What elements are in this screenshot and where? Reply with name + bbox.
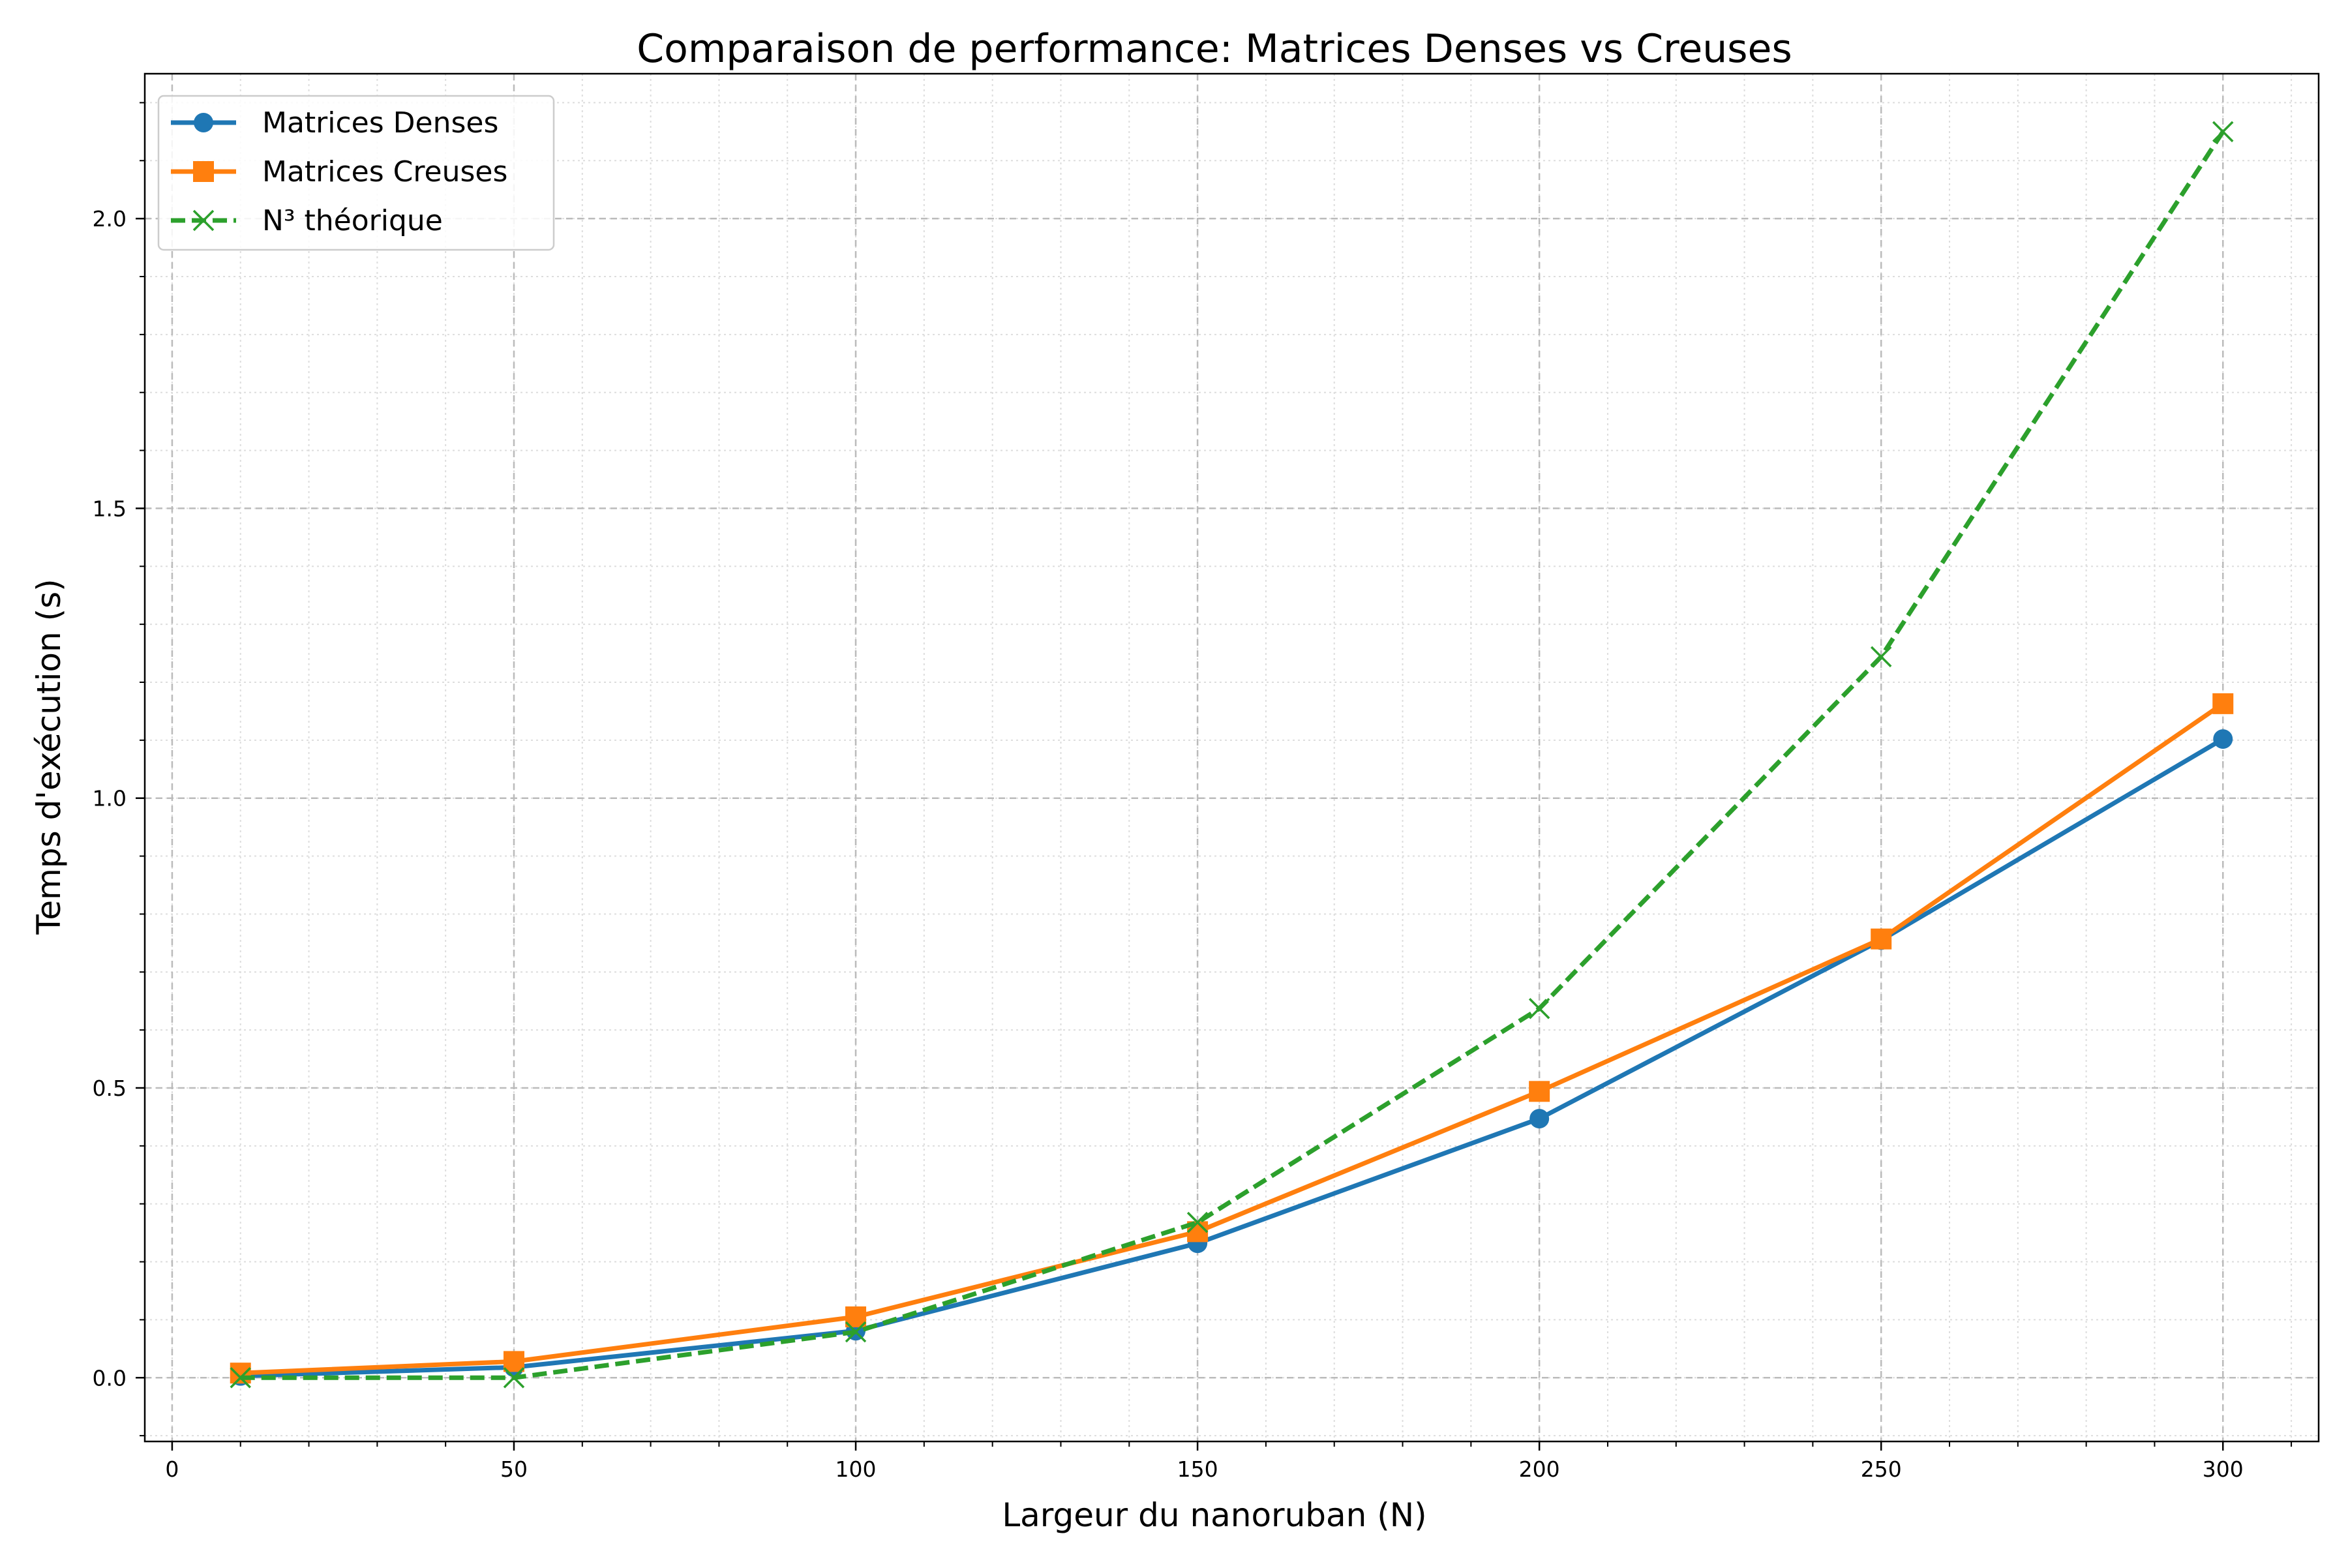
- x-tick-label: 0: [165, 1456, 179, 1482]
- chart-title: Comparaison de performance: Matrices Den…: [637, 26, 1792, 72]
- x-tick-label: 300: [2203, 1456, 2244, 1482]
- legend-marker: [192, 209, 215, 232]
- data-point: [1528, 998, 1550, 1019]
- x-tick-label: 200: [1519, 1456, 1560, 1482]
- legend-marker: [194, 113, 213, 132]
- data-point: [845, 1321, 867, 1343]
- legend-label: N³ théorique: [262, 204, 443, 237]
- x-tick-label: 250: [1861, 1456, 1902, 1482]
- legend-entry-n-th-orique: N³ théorique: [171, 204, 443, 237]
- data-point: [230, 1367, 251, 1389]
- y-tick-label: 0.5: [93, 1076, 127, 1101]
- data-point: [2213, 729, 2233, 749]
- y-tick-label: 1.5: [93, 496, 127, 521]
- legend-box: [157, 95, 555, 251]
- legend-label: Matrices Creuses: [262, 155, 507, 188]
- y-axis-label: Temps d'exécution (s): [30, 579, 68, 935]
- series-matrices-creuses: [230, 693, 2234, 1384]
- data-point: [230, 1363, 251, 1384]
- data-point: [1529, 1109, 1550, 1129]
- series-n-th-orique: [230, 121, 2234, 1389]
- y-tick-label: 2.0: [93, 206, 127, 232]
- data-point: [1870, 646, 1892, 668]
- x-tick-label: 50: [500, 1456, 528, 1482]
- data-point: [503, 1351, 524, 1372]
- y-tick-label: 0.0: [93, 1365, 127, 1391]
- legend-entries: Matrices Denses Matrices Creuses N³ théori…: [171, 106, 507, 237]
- major-grid: [145, 74, 2319, 1441]
- legend-entry-matrices-creuses: Matrices Creuses: [171, 155, 507, 188]
- data-point: [1871, 928, 1892, 950]
- data-point: [503, 1367, 525, 1389]
- y-tick-labels: 0.0 0.5 1.0 1.5 2.0: [93, 206, 127, 1391]
- series-layer: [230, 121, 2234, 1389]
- x-tick-label: 150: [1177, 1456, 1218, 1482]
- data-point: [2212, 121, 2234, 143]
- y-tick-label: 1.0: [93, 786, 127, 811]
- data-point: [2212, 693, 2234, 714]
- legend-label: Matrices Denses: [262, 106, 498, 140]
- x-axis-label: Largeur du nanoruban (N): [1002, 1496, 1426, 1534]
- legend: Matrices Denses Matrices Creuses N³ théori…: [157, 95, 555, 251]
- legend-entry-matrices-denses: Matrices Denses: [171, 106, 498, 140]
- plot-frame: [143, 72, 2320, 1443]
- x-tick-label: 100: [835, 1456, 877, 1482]
- x-tick-labels: 0 50 100 150 200 250 300: [165, 1456, 2243, 1482]
- axis-ticks: [136, 102, 2293, 1451]
- legend-marker: [193, 161, 214, 182]
- data-point: [1529, 1081, 1550, 1102]
- data-point: [1186, 1211, 1209, 1233]
